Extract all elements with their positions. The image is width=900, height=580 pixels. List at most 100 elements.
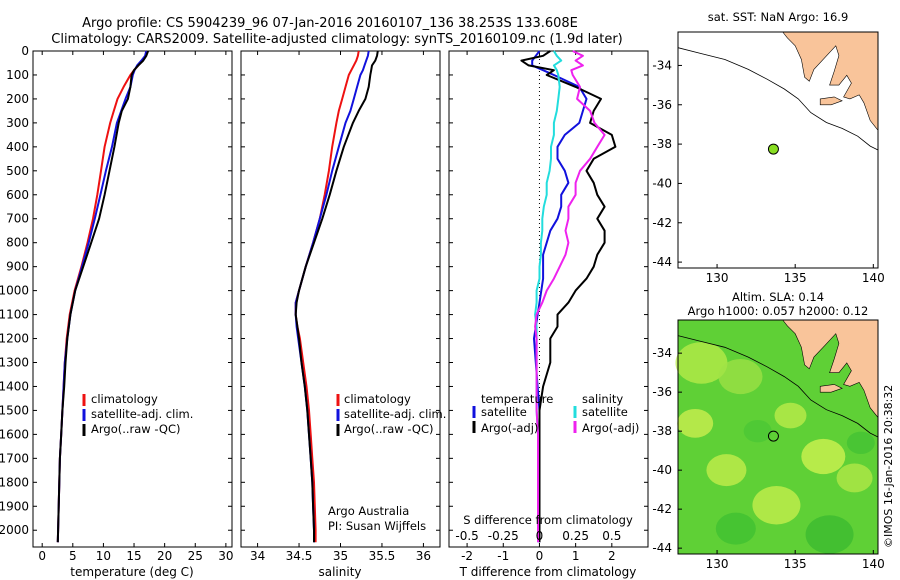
- legend-heading-temperature: temperature: [481, 392, 553, 406]
- lat-tick-label: -44: [652, 255, 672, 269]
- bathymetry-contour: [677, 47, 879, 151]
- series-line-climatology: [56, 50, 148, 543]
- lat-tick-label: -38: [652, 424, 672, 438]
- header-line-2: Climatology: CARS2009. Satellite-adjuste…: [51, 32, 623, 47]
- depth-tick-label: 1100: [0, 308, 29, 322]
- x-tick-label: 30: [218, 549, 233, 563]
- legend-label-s-argo: Argo(-adj): [582, 421, 639, 435]
- x-tick-label: -1: [497, 549, 509, 563]
- sla-anomaly-patch: [836, 463, 873, 493]
- temperature-legend: climatology satellite-adj. clim. Argo(..…: [82, 392, 193, 436]
- x-tick-label: 10: [96, 549, 111, 563]
- lat-tick-label: -36: [652, 98, 672, 112]
- float-location-marker: [767, 143, 779, 155]
- lat-tick-label: -42: [652, 502, 672, 516]
- x-tick-label: 25: [188, 549, 203, 563]
- x-tick-label: 15: [126, 549, 141, 563]
- s-tick-label: 0.25: [562, 529, 589, 543]
- salinity-axis: 34 34.5 35 35.5 36: [250, 51, 431, 563]
- series-line-argo-raw-qc-: [294, 50, 379, 543]
- sst-map: sat. SST: NaN Argo: 16.9 130 135 140 -34 -36…: [652, 10, 884, 285]
- sla-anomaly-patch: [675, 342, 728, 384]
- sla-anomaly-patch: [846, 431, 875, 455]
- sla-anomaly-patch: [752, 486, 801, 525]
- s-tick-label: 0: [536, 529, 544, 543]
- principal-investigator: PI: Susan Wijffels: [328, 519, 426, 533]
- lat-tick-label: -34: [652, 346, 672, 360]
- series-line-satellite-adj-clim-: [56, 50, 148, 543]
- imos-credit: ©IMOS 16-Jan-2016 20:38:32: [882, 385, 895, 548]
- depth-tick-label: 700: [6, 212, 29, 226]
- sla-map-title-2: Argo h1000: 0.057 h2000: 0.12: [688, 304, 869, 318]
- sst-map-frame: [677, 31, 879, 269]
- lon-tick-label: 135: [784, 271, 807, 285]
- lon-tick-label: 140: [862, 557, 885, 571]
- lat-tick-label: -40: [652, 463, 672, 477]
- sla-anomaly-patch: [715, 512, 756, 545]
- salinity-legend: climatology satellite-adj. clim. Argo(..…: [336, 392, 446, 436]
- x-tick-label: 34.5: [286, 549, 313, 563]
- sla-anomaly-patch: [718, 358, 763, 395]
- depth-tick-label: 1600: [0, 427, 29, 441]
- t-difference-xlabel: T difference from climatology: [459, 565, 637, 579]
- difference-plot-frame: [448, 50, 649, 548]
- depth-tick-label: 2000: [0, 523, 29, 537]
- temperature-plot-frame: [32, 50, 233, 548]
- legend-label-argo: Argo(..raw -QC): [91, 422, 181, 436]
- sla-map-title-1: Altim. SLA: 0.14: [732, 290, 824, 304]
- lon-tick-label: 130: [706, 271, 729, 285]
- legend-label-t-argo: Argo(-adj): [481, 421, 538, 435]
- legend-label-s-satellite: satellite: [582, 405, 628, 419]
- depth-tick-label: 400: [6, 140, 29, 154]
- x-tick-label: 1: [572, 549, 580, 563]
- australia-land: [782, 31, 879, 132]
- sla-anomaly-patches: [675, 342, 875, 554]
- x-tick-label: 20: [157, 549, 172, 563]
- sla-anomaly-patch: [774, 402, 807, 429]
- depth-tick-label: 1800: [0, 475, 29, 489]
- sla-anomaly-patch: [677, 408, 714, 438]
- difference-legend: temperature satellite Argo(-adj) salinit…: [472, 392, 639, 435]
- temperature-panel: 0100200300400500600700800900100011001200…: [0, 44, 234, 579]
- x-tick-label: -2: [461, 549, 473, 563]
- sla-map-axes: 130 135 140 -34 -36 -38 -40 -42 -44: [652, 346, 884, 571]
- series-line-salinity-argo-adj-: [534, 50, 606, 543]
- float-location-marker: [767, 430, 779, 442]
- depth-tick-label: 1300: [0, 355, 29, 369]
- salinity-series: [294, 50, 379, 543]
- header-line-1: Argo profile: CS 5904239_96 07-Jan-2016 …: [82, 16, 578, 31]
- s-tick-label: -0.5: [455, 529, 478, 543]
- sst-map-title: sat. SST: NaN Argo: 16.9: [708, 10, 849, 24]
- series-line-satellite-adj-clim-: [294, 50, 370, 543]
- australia-land: [782, 319, 879, 419]
- depth-tick-label: 200: [6, 92, 29, 106]
- lat-tick-label: -34: [652, 58, 672, 72]
- depth-axis: 0 100 200 300 400 500 600 700 800 900 1000 1100 1200…: [0, 44, 232, 537]
- sla-map: Altim. SLA: 0.14 Argo h1000: 0.057 h2000…: [652, 290, 884, 571]
- legend-label-t-satellite: satellite: [481, 405, 527, 419]
- depth-tick-label: 800: [6, 236, 29, 250]
- lat-tick-label: -40: [652, 176, 672, 190]
- sla-anomaly-patch: [706, 454, 747, 487]
- depth-tick-label: 1500: [0, 403, 29, 417]
- x-tick-label: 35: [333, 549, 348, 563]
- x-tick-label: 0: [38, 549, 46, 563]
- s-tick-label: 0.5: [602, 529, 621, 543]
- sla-anomaly-patch: [801, 438, 846, 475]
- lat-tick-label: -38: [652, 137, 672, 151]
- legend-label-climatology: climatology: [91, 392, 158, 406]
- depth-tick-label: 100: [6, 68, 29, 82]
- salinity-panel: 34 34.5 35 35.5 36 climatology satellite-adj…: [240, 50, 446, 579]
- depth-tick-label: 1700: [0, 451, 29, 465]
- depth-tick-label: 500: [6, 164, 29, 178]
- x-tick-label: 35.5: [369, 549, 396, 563]
- series-line-argo-raw-qc-: [56, 50, 150, 543]
- s-tick-label: -0.25: [488, 529, 519, 543]
- temperature-series: [56, 50, 150, 543]
- x-tick-label: 34: [250, 549, 265, 563]
- x-tick-label: 36: [416, 549, 431, 563]
- salinity-depth-ticks: [241, 50, 440, 531]
- sla-map-frame: [677, 319, 879, 555]
- lon-tick-label: 135: [784, 557, 807, 571]
